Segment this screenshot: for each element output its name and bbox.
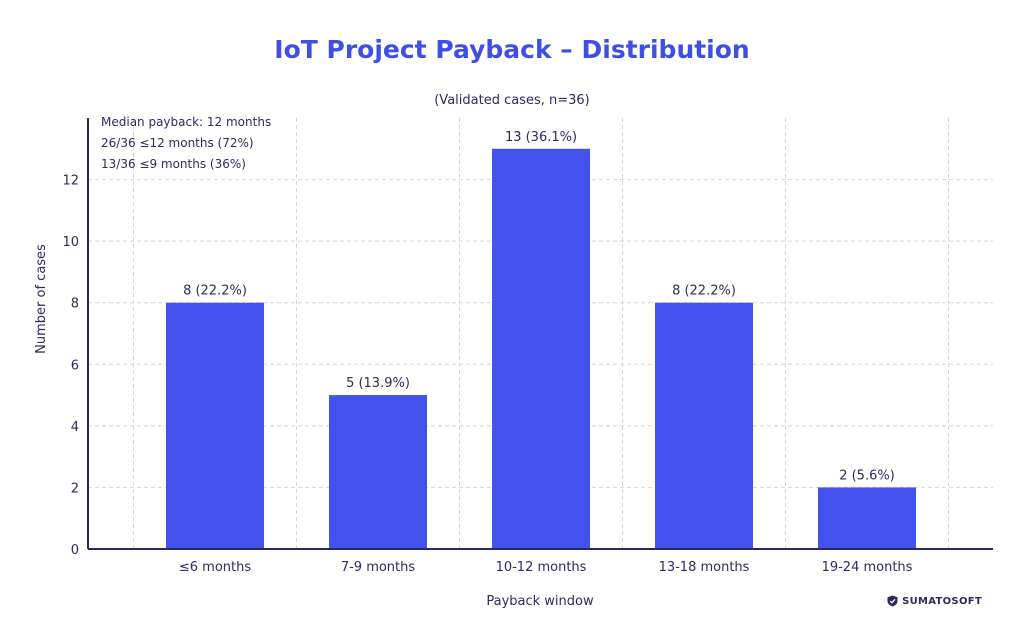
data-labels: 8 (22.2%) 5 (13.9%) 13 (36.1%) 8 (22.2%) 2 (…	[183, 130, 895, 484]
y-tick-label: 6	[71, 358, 79, 373]
chart-subtitle: (Validated cases, n=36)	[434, 93, 590, 108]
x-tick-label: 7-9 months	[341, 560, 416, 575]
x-tick-label: 13-18 months	[659, 560, 750, 575]
y-tick-label: 0	[71, 543, 79, 558]
x-tick-label: 19-24 months	[822, 560, 913, 575]
bar	[818, 487, 916, 549]
x-tick-label: 10-12 months	[496, 560, 587, 575]
annotation-line: Median payback: 12 months	[101, 115, 271, 129]
x-axis-label: Payback window	[486, 594, 594, 609]
annotation-line: 13/36 ≤9 months (36%)	[101, 157, 246, 171]
bar-data-label: 8 (22.2%)	[183, 284, 247, 299]
bar	[166, 302, 264, 549]
y-tick-label: 4	[71, 420, 79, 435]
y-axis-ticks: 0 2 4 6 8 10 12	[62, 174, 79, 558]
y-axis-label: Number of cases	[34, 244, 49, 354]
y-tick-label: 12	[62, 174, 79, 189]
shield-icon	[887, 595, 898, 607]
y-tick-label: 2	[71, 481, 79, 496]
bar-data-label: 8 (22.2%)	[672, 284, 736, 299]
annotation-line: 26/36 ≤12 months (72%)	[101, 136, 254, 150]
bar	[492, 148, 590, 550]
y-tick-label: 8	[71, 297, 79, 312]
logo-text: SUMATOSOFT	[902, 595, 982, 607]
x-tick-label: ≤6 months	[179, 560, 251, 575]
bar-data-label: 2 (5.6%)	[839, 468, 895, 483]
bar-data-label: 5 (13.9%)	[346, 376, 410, 391]
bars	[166, 148, 916, 550]
bar	[655, 302, 753, 549]
brand-logo: SUMATOSOFT	[887, 595, 982, 607]
annotations: Median payback: 12 months 26/36 ≤12 month…	[101, 115, 271, 171]
bar	[329, 395, 427, 549]
x-axis-ticks: ≤6 months 7-9 months 10-12 months 13-18 mon…	[179, 560, 913, 575]
bar-data-label: 13 (36.1%)	[505, 130, 577, 145]
chart-title: IoT Project Payback – Distribution	[274, 35, 749, 64]
y-tick-label: 10	[62, 235, 79, 250]
